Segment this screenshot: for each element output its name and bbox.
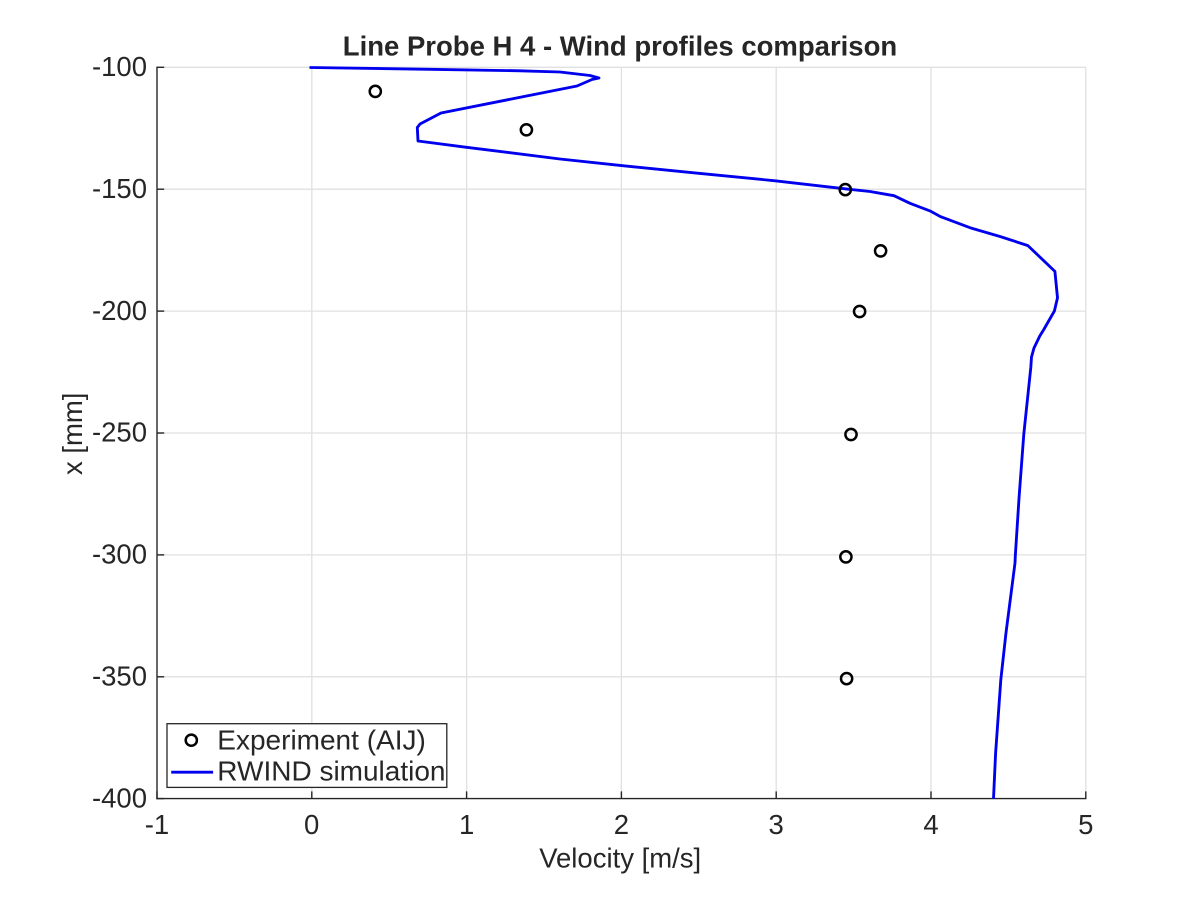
- svg-text:5: 5: [1078, 809, 1093, 840]
- svg-text:Experiment (AIJ): Experiment (AIJ): [217, 725, 425, 756]
- svg-text:-350: -350: [92, 661, 147, 692]
- svg-text:-300: -300: [92, 539, 147, 570]
- svg-text:2: 2: [614, 809, 629, 840]
- svg-text:-250: -250: [92, 417, 147, 448]
- svg-text:3: 3: [769, 809, 784, 840]
- svg-text:x [mm]: x [mm]: [57, 393, 88, 476]
- svg-text:RWIND simulation: RWIND simulation: [217, 756, 445, 787]
- svg-text:Velocity [m/s]: Velocity [m/s]: [539, 842, 701, 873]
- svg-text:-400: -400: [92, 782, 147, 813]
- svg-text:-150: -150: [92, 173, 147, 204]
- svg-text:-200: -200: [92, 295, 147, 326]
- svg-text:-1: -1: [145, 809, 169, 840]
- svg-text:0: 0: [304, 809, 319, 840]
- svg-text:1: 1: [459, 809, 474, 840]
- svg-text:Line Probe H 4 - Wind profiles: Line Probe H 4 - Wind profiles compariso…: [343, 31, 897, 62]
- svg-text:-100: -100: [92, 51, 147, 82]
- svg-text:4: 4: [923, 809, 938, 840]
